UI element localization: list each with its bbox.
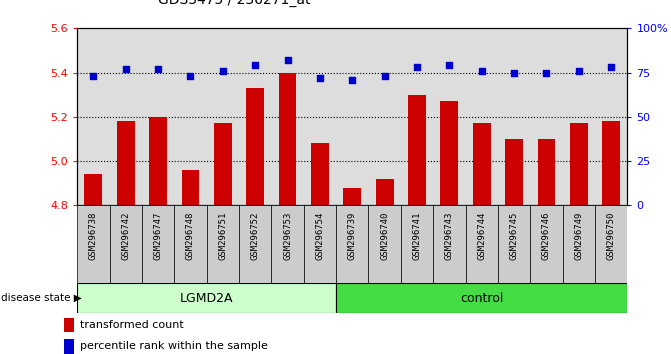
Bar (246, 88, 264, 205)
Text: GSM296742: GSM296742 (121, 212, 130, 260)
Bar (563, 205, 595, 283)
Text: GSM296743: GSM296743 (445, 212, 454, 260)
Point (153, 66, 164, 72)
Point (476, 68, 487, 74)
Point (315, 75, 325, 81)
Bar (498, 205, 530, 283)
Bar (368, 205, 401, 283)
Bar (466, 205, 498, 283)
Point (347, 77, 358, 82)
Bar (109, 205, 142, 283)
Text: GSM296749: GSM296749 (574, 212, 583, 260)
Text: GSM296754: GSM296754 (315, 212, 324, 260)
Text: GDS3475 / 236271_at: GDS3475 / 236271_at (158, 0, 310, 7)
Text: GSM296740: GSM296740 (380, 212, 389, 260)
Bar (408, 95, 426, 205)
Bar (440, 101, 458, 205)
Text: GSM296744: GSM296744 (477, 212, 486, 260)
Bar (278, 73, 297, 205)
Bar (473, 124, 491, 205)
Bar (64, 318, 74, 332)
Text: GSM296752: GSM296752 (251, 212, 260, 260)
Text: GSM296750: GSM296750 (607, 212, 616, 260)
Bar (344, 188, 361, 205)
Point (250, 63, 260, 68)
Bar (311, 143, 329, 205)
Bar (174, 205, 207, 283)
Bar (603, 121, 620, 205)
Bar (401, 205, 433, 283)
Bar (117, 121, 135, 205)
Bar (182, 170, 199, 205)
Point (120, 66, 131, 72)
Bar (530, 205, 563, 283)
Bar (505, 139, 523, 205)
Text: LGMD2A: LGMD2A (180, 292, 234, 305)
Bar (85, 174, 102, 205)
Text: GSM296745: GSM296745 (509, 212, 519, 260)
Point (509, 70, 519, 75)
Text: GSM296753: GSM296753 (283, 212, 292, 260)
Bar (537, 139, 556, 205)
Text: GSM296739: GSM296739 (348, 212, 357, 260)
Text: GSM296747: GSM296747 (154, 212, 162, 260)
Bar (149, 117, 167, 205)
Text: GSM296748: GSM296748 (186, 212, 195, 260)
Bar (77, 205, 109, 283)
Text: GSM296738: GSM296738 (89, 212, 98, 260)
Text: control: control (460, 292, 503, 305)
Text: transformed count: transformed count (81, 320, 184, 330)
Bar (214, 124, 231, 205)
Text: GSM296741: GSM296741 (413, 212, 421, 260)
Text: GSM296751: GSM296751 (218, 212, 227, 260)
Bar (271, 205, 304, 283)
Point (606, 64, 617, 70)
Bar (595, 205, 627, 283)
Point (185, 73, 196, 79)
Bar (336, 283, 627, 313)
Bar (77, 283, 336, 313)
Text: percentile rank within the sample: percentile rank within the sample (81, 341, 268, 352)
Point (541, 70, 552, 75)
Point (282, 57, 293, 63)
Point (379, 73, 390, 79)
Bar (376, 179, 393, 205)
Bar (304, 205, 336, 283)
Bar (336, 205, 368, 283)
Bar (142, 205, 174, 283)
Point (444, 63, 455, 68)
Text: GSM296746: GSM296746 (542, 212, 551, 260)
Bar (570, 124, 588, 205)
Point (217, 68, 228, 74)
Text: disease state ▶: disease state ▶ (1, 293, 81, 303)
Point (411, 64, 422, 70)
Bar (207, 205, 239, 283)
Bar (239, 205, 271, 283)
Point (574, 68, 584, 74)
Point (88, 73, 99, 79)
Bar (64, 339, 74, 354)
Bar (433, 205, 466, 283)
